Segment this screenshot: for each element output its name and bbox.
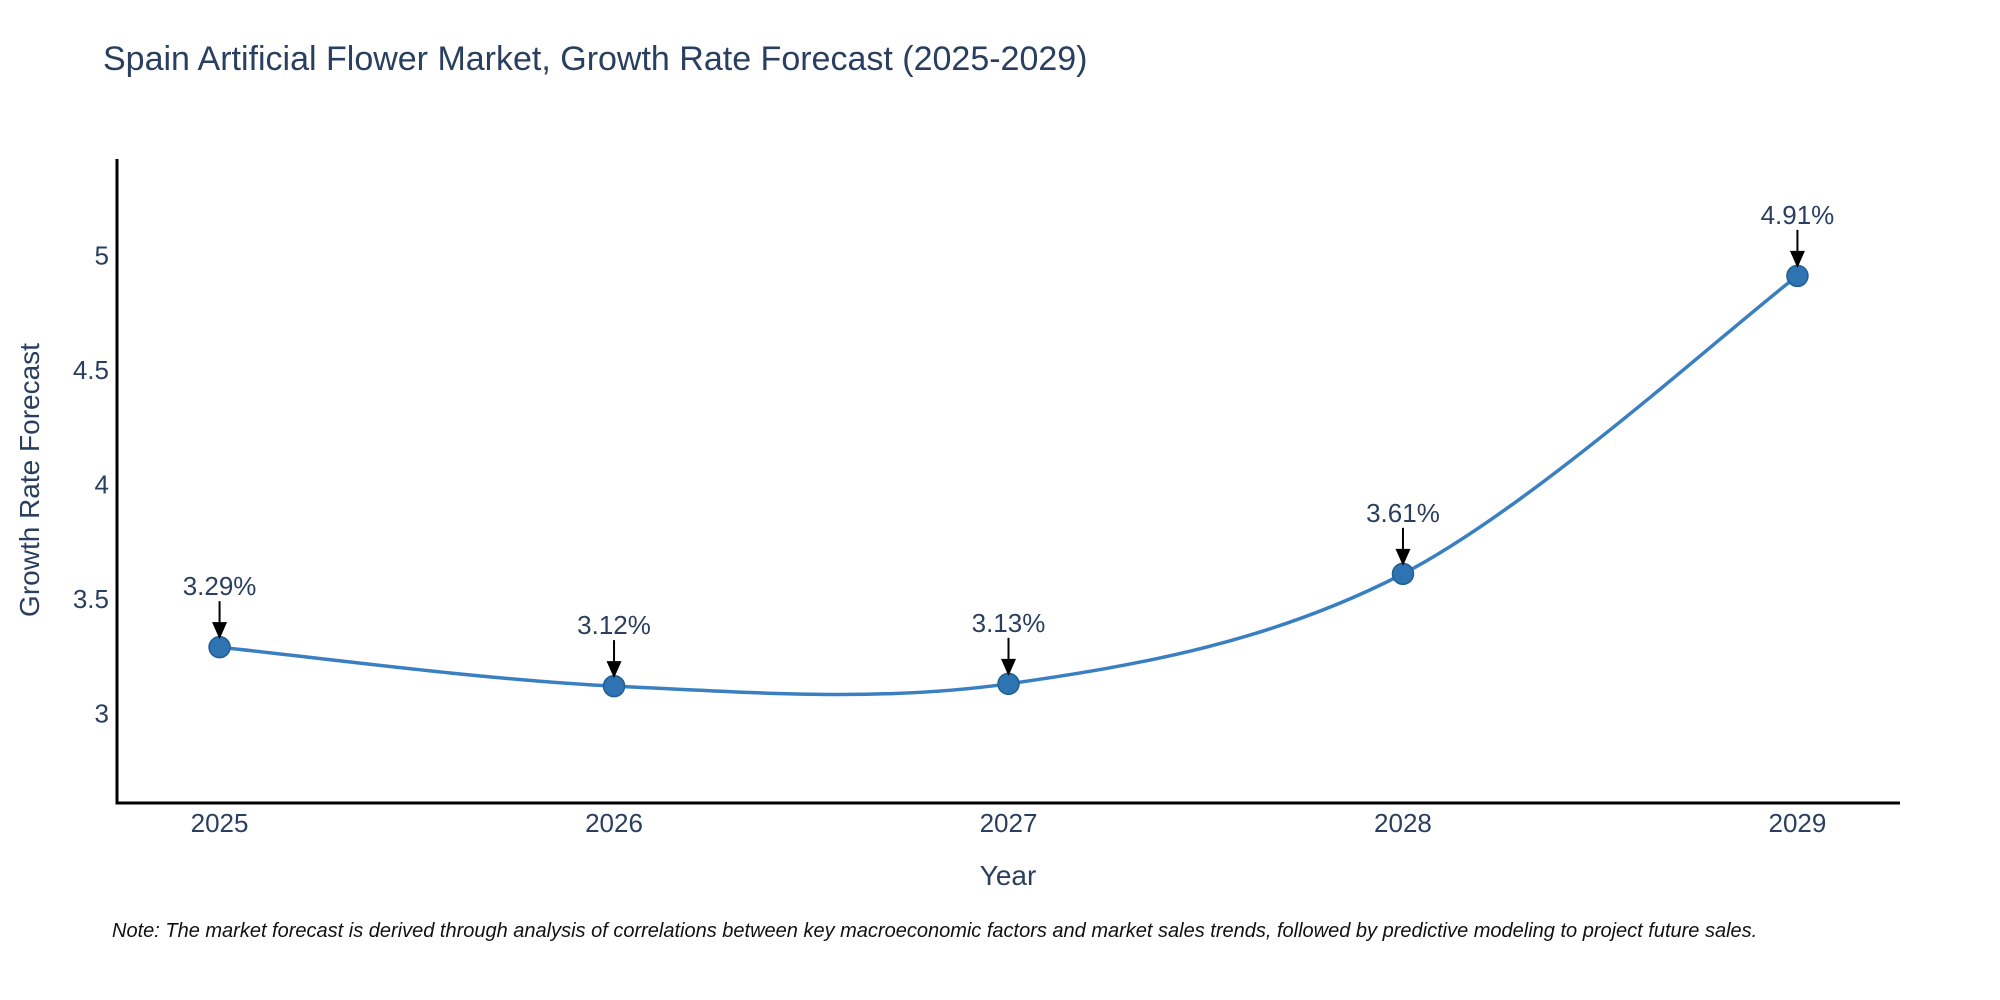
point-annotation: 3.61%: [1366, 498, 1440, 528]
y-tick-label: 3: [95, 699, 109, 729]
footnote: Note: The market forecast is derived thr…: [112, 920, 1758, 942]
chart-title: Spain Artificial Flower Market, Growth R…: [103, 40, 1088, 78]
data-point-2026[interactable]: [602, 674, 626, 698]
point-annotation: 3.12%: [577, 610, 651, 640]
y-tick-label: 5: [95, 240, 109, 270]
plot-area[interactable]: [117, 159, 1900, 803]
data-point-2028[interactable]: [1391, 562, 1415, 586]
y-tick-label: 3.5: [73, 584, 109, 614]
data-point-2027[interactable]: [997, 672, 1020, 696]
x-tick-label: 2027: [980, 808, 1038, 838]
x-tick-label: 2025: [191, 808, 249, 838]
annotation-arrowhead: [1001, 658, 1016, 676]
point-annotation: 3.29%: [183, 571, 257, 601]
y-tick-label: 4: [95, 469, 109, 499]
annotation-arrowhead: [1789, 250, 1805, 268]
x-tick-label: 2026: [585, 808, 643, 838]
y-axis-title: Growth Rate Forecast: [14, 343, 45, 617]
point-annotation: 3.13%: [972, 608, 1046, 638]
forecast-line: [219, 274, 1799, 697]
y-tick-label: 4.5: [73, 355, 109, 385]
point-annotation: 4.91%: [1761, 200, 1835, 230]
data-point-2029[interactable]: [1786, 264, 1809, 288]
annotation-arrowhead: [606, 661, 622, 679]
x-axis-title: Year: [979, 860, 1037, 891]
annotation-arrowhead: [1395, 548, 1411, 566]
x-tick-label: 2029: [1769, 808, 1827, 838]
annotation-arrowhead: [212, 622, 228, 640]
data-point-2025[interactable]: [208, 635, 231, 659]
x-tick-label: 2028: [1374, 808, 1432, 838]
